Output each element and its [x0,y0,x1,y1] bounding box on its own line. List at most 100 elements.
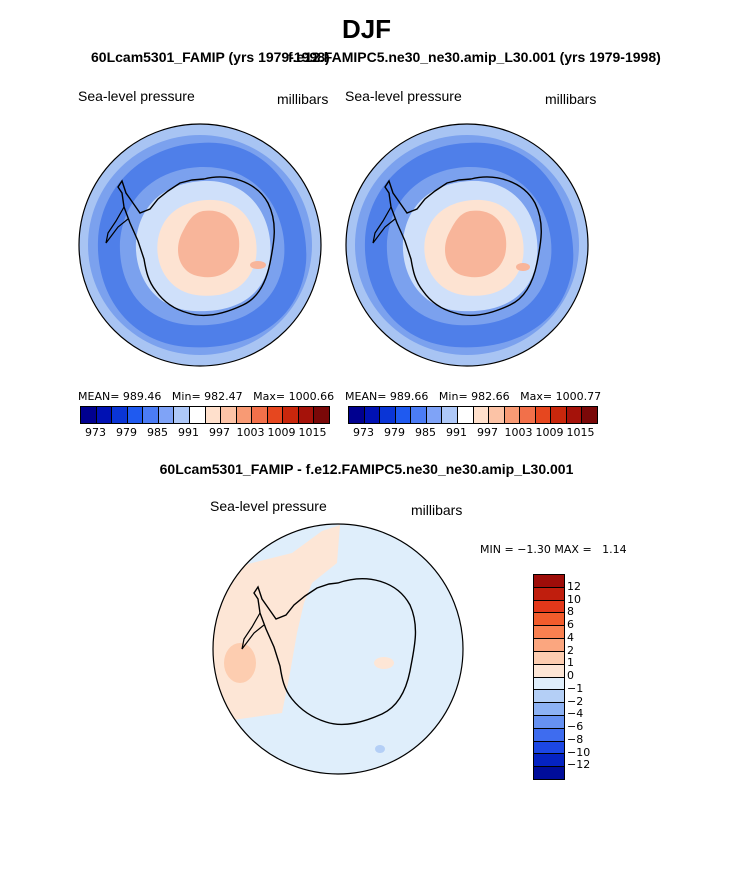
colorbar-swatch [112,407,128,423]
colorbar-tick-label: 997 [477,426,498,439]
diff-max-value: 1.14 [602,543,627,556]
diff-colorbar-tick-label: −1 [567,681,584,695]
diff-colorbar-tick-label: −2 [567,694,584,708]
colorbar-swatch [504,407,521,423]
colorbar-swatch [380,407,396,423]
colorbar-swatch [205,407,222,423]
colorbar-swatch [127,407,144,423]
diff-colorbar-tick-label: 6 [567,618,574,631]
diff-colorbar-tick-label: −4 [567,707,584,721]
map-border [212,523,464,775]
diff-colorbar-swatch [534,754,564,768]
colorbar-swatch [143,407,159,423]
diff-colorbar-tick-label: 2 [567,643,574,657]
left-max-value: 1000.66 [288,390,335,403]
diff-colorbar-tick-label: −10 [567,745,591,759]
diff-minmax: MIN = −1.30 MAX = 1.14 [480,543,627,556]
left-mean-value: 989.46 [122,390,162,403]
diff-variable-label: Sea-level pressure [210,498,327,514]
right-max-label: Max= [520,390,553,403]
small-negative-spot [375,745,385,753]
right-min-label: Min= [438,390,468,403]
left-mean-label: MEAN= [78,390,120,403]
diff-colorbar-swatch [534,715,564,729]
left-variable-label: Sea-level pressure [78,88,195,104]
right-max-value: 1000.77 [555,390,602,403]
diff-colorbar-swatch [534,741,564,755]
map-border [78,123,322,367]
right-polar-map [345,123,589,367]
colorbar-swatch [81,407,97,423]
colorbar-swatch [520,407,536,423]
colorbar-tick-label: 1009 [535,426,564,439]
diff-min-value: −1.30 [517,543,551,556]
diff-panel-title: 60Lcam5301_FAMIP - f.e12.FAMIPC5.ne30_ne… [159,461,574,477]
diff-colorbar-swatch [534,767,564,779]
peninsula-coastline [372,206,396,244]
antarctica-coastline [384,176,542,317]
colorbar-swatch [267,407,284,423]
diff-colorbar-tick-label: 0 [567,669,574,682]
colorbar-swatch [96,407,113,423]
colorbar-swatch [314,407,329,423]
colorbar-tick-label: 973 [85,426,106,439]
diff-colorbar-swatch [534,728,564,742]
diff-colorbar-tick-label: 4 [567,630,574,644]
positive-core [224,643,256,683]
right-panel-title: f.e12.FAMIPC5.ne30_ne30.amip_L30.001 (yr… [288,49,661,65]
colorbar-swatch [426,407,443,423]
diff-colorbar-tick-label: 12 [567,579,581,593]
colorbar-tick-label: 985 [147,426,168,439]
colorbar-swatch [566,407,583,423]
diff-min-label: MIN = [480,543,514,556]
right-units-label: millibars [545,91,597,107]
colorbar-swatch [298,407,315,423]
diff-colorbar-swatch [534,677,564,691]
left-colorbar-ticks: 973 979 985 991 997 1003 1009 1015 [80,426,328,440]
colorbar-swatch [236,407,253,423]
colorbar-tick-label: 973 [353,426,374,439]
diff-colorbar-tick-label: 8 [567,605,574,619]
left-units-label: millibars [277,91,329,107]
salmon-zone [178,210,240,278]
right-mean-label: MEAN= [345,390,387,403]
diff-colorbar-tick-label: −8 [567,732,584,746]
map-border [345,123,589,367]
diff-max-label: MAX = [554,543,592,556]
diff-colorbar-tick-label: −6 [567,720,584,733]
colorbar-swatch [473,407,490,423]
colorbar-tick-label: 1015 [298,426,327,439]
colorbar-tick-label: 1009 [267,426,296,439]
colorbar-swatch [457,407,474,423]
colorbar-swatch [158,407,175,423]
colorbar-swatch [582,407,597,423]
diff-colorbar-swatch [534,690,564,704]
colorbar-tick-label: 991 [446,426,467,439]
colorbar-tick-label: 979 [116,426,137,439]
left-stats: MEAN= 989.46 Min= 982.47 Max= 1000.66 [78,390,334,403]
antarctica-coastline [117,176,275,317]
diff-polar-map [212,523,464,775]
colorbar-swatch [489,407,505,423]
colorbar-swatch [535,407,552,423]
colorbar-swatch [349,407,365,423]
right-colorbar-ticks: 973 979 985 991 997 1003 1009 1015 [348,426,596,440]
colorbar-swatch [411,407,427,423]
small-positive-spot [374,657,394,669]
colorbar-swatch [174,407,190,423]
diff-colorbar-swatch [534,613,564,627]
diff-colorbar [533,574,565,780]
salmon-spot [516,263,530,271]
colorbar-tick-label: 1015 [566,426,595,439]
right-min-value: 982.66 [471,390,510,403]
left-max-label: Max= [253,390,286,403]
colorbar-tick-label: 1003 [504,426,533,439]
right-colorbar [348,406,598,424]
diff-colorbar-tick-label: −12 [567,758,591,772]
diff-colorbar-ticks: 12 10 8 6 4 2 1 0 −1 −2 −4 −6 −8 −10 −12 [567,574,627,778]
left-min-label: Min= [171,390,201,403]
diff-colorbar-swatch [534,600,564,614]
colorbar-tick-label: 985 [415,426,436,439]
diff-colorbar-tick-label: 1 [567,656,574,670]
diff-colorbar-tick-label: 10 [567,592,581,606]
